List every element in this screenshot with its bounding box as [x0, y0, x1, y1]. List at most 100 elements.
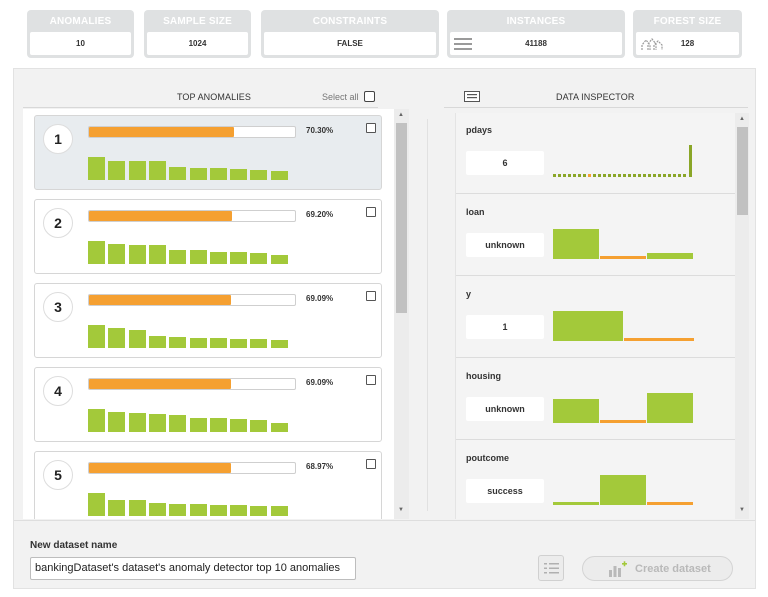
importance-bar: [209, 168, 227, 180]
score-percent: 69.20%: [306, 210, 334, 219]
anomaly-card-4[interactable]: 4 69.09%: [34, 367, 382, 442]
forest-trees-icon: [641, 38, 663, 50]
select-all-control[interactable]: Select all: [322, 91, 378, 105]
field-name: poutcome: [466, 453, 510, 463]
sample-size-card: SAMPLE SIZE 1024: [144, 10, 251, 58]
data-inspector-icon[interactable]: [464, 91, 480, 102]
score-percent: 70.30%: [306, 126, 334, 135]
constraints-card: CONSTRAINTS FALSE: [261, 10, 439, 58]
score-percent: 69.09%: [306, 294, 334, 303]
hist-bar: [553, 311, 623, 341]
importance-bar: [270, 171, 288, 180]
anomaly-list-scrollbar[interactable]: ▲ ▼: [394, 109, 409, 519]
importance-bar: [128, 245, 146, 264]
data-inspector-list[interactable]: pdays 6: [455, 113, 749, 519]
hist-bar: [647, 253, 693, 259]
hist-bar: [558, 174, 561, 177]
importance-bar: [250, 170, 268, 180]
field-histogram: [553, 141, 695, 177]
instances-card: INSTANCES 41188: [447, 10, 625, 58]
inspector-field-y: y 1: [456, 277, 736, 358]
hist-bar: [648, 174, 651, 177]
create-dataset-button[interactable]: Create dataset: [582, 556, 733, 581]
score-bar-fill: [89, 295, 232, 305]
anomaly-rank: 5: [43, 460, 73, 490]
sample-size-label: SAMPLE SIZE: [163, 16, 232, 27]
hist-bar: [588, 174, 591, 177]
importance-bar: [230, 339, 248, 348]
hist-bar: [563, 174, 566, 177]
importance-bar: [108, 412, 126, 432]
importance-bar: [270, 506, 288, 516]
dataset-name-label: New dataset name: [30, 540, 118, 551]
hist-bar: [598, 174, 601, 177]
importance-bar: [108, 244, 126, 264]
hist-bar: [553, 229, 599, 259]
filter-list-button[interactable]: [538, 555, 564, 581]
scroll-up-arrow[interactable]: ▲: [739, 116, 745, 122]
importance-bar: [169, 504, 187, 516]
select-all-checkbox[interactable]: [364, 91, 375, 102]
field-name: y: [466, 289, 472, 299]
importance-bar: [250, 506, 268, 516]
top-anomalies-list[interactable]: 1 70.30% 2 69.20% 3 69.09%: [23, 109, 409, 519]
score-bar: [88, 126, 296, 138]
field-value: unknown: [466, 397, 544, 421]
scroll-up-arrow[interactable]: ▲: [398, 112, 404, 118]
score-bar: [88, 210, 296, 222]
importance-bar: [148, 414, 166, 432]
importance-bars: [88, 492, 298, 516]
importance-bar: [270, 423, 288, 432]
importance-bar: [209, 418, 227, 432]
score-bar: [88, 294, 296, 306]
anomaly-card-3[interactable]: 3 69.09%: [34, 283, 382, 358]
anomaly-checkbox[interactable]: [366, 375, 376, 385]
anomaly-checkbox[interactable]: [366, 459, 376, 469]
importance-bar: [88, 157, 105, 180]
importance-bar: [250, 420, 268, 432]
field-histogram: [553, 469, 695, 505]
anomaly-card-2[interactable]: 2 69.20%: [34, 199, 382, 274]
hist-bar: [578, 174, 581, 177]
forest-size-card: FOREST SIZE 128: [633, 10, 742, 58]
inspector-field-poutcome: poutcome success: [456, 441, 736, 519]
importance-bar: [128, 413, 146, 432]
anomaly-checkbox[interactable]: [366, 291, 376, 301]
importance-bar: [189, 250, 207, 264]
score-bar-fill: [89, 379, 232, 389]
dataset-name-input[interactable]: bankingDataset's dataset's anomaly detec…: [30, 557, 356, 580]
hist-bar: [673, 174, 676, 177]
importance-bar: [88, 493, 105, 516]
scroll-down-arrow[interactable]: ▼: [739, 507, 745, 513]
scroll-down-arrow[interactable]: ▼: [398, 507, 404, 513]
importance-bar: [189, 418, 207, 432]
score-percent: 69.09%: [306, 378, 334, 387]
importance-bar: [148, 503, 166, 516]
hist-bar: [593, 174, 596, 177]
importance-bar: [250, 339, 268, 348]
importance-bar: [88, 241, 105, 264]
hist-bar: [647, 502, 693, 505]
field-name: housing: [466, 371, 501, 381]
importance-bar: [189, 338, 207, 348]
anomalies-value: 10: [30, 32, 131, 55]
create-dataset-label: Create dataset: [635, 563, 711, 575]
importance-bar: [189, 168, 207, 180]
inspector-scrollbar[interactable]: ▲ ▼: [735, 113, 749, 519]
hist-bar: [647, 393, 693, 423]
dataset-rows-icon: [454, 38, 472, 50]
hist-bar: [568, 174, 571, 177]
anomaly-checkbox[interactable]: [366, 123, 376, 133]
scroll-thumb[interactable]: [737, 127, 748, 215]
scroll-thumb[interactable]: [396, 123, 407, 313]
field-name: loan: [466, 207, 485, 217]
importance-bar: [169, 167, 187, 180]
hist-bar: [618, 174, 621, 177]
hist-bar: [608, 174, 611, 177]
anomaly-checkbox[interactable]: [366, 207, 376, 217]
hist-bar: [603, 174, 606, 177]
importance-bar: [230, 419, 248, 432]
main-panel: TOP ANOMALIES Select all DATA INSPECTOR …: [13, 68, 756, 589]
anomaly-card-1[interactable]: 1 70.30%: [34, 115, 382, 190]
anomaly-card-5[interactable]: 5 68.97%: [34, 451, 382, 519]
